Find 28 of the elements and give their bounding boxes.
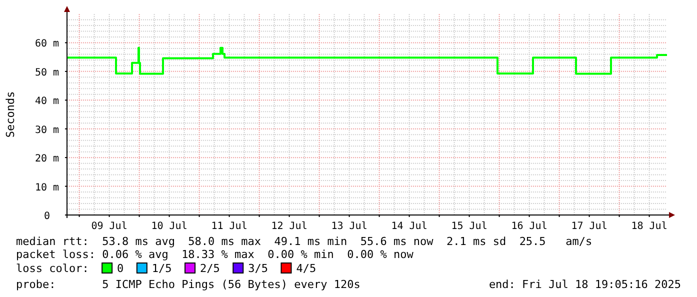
legend-label: 2/5: [200, 262, 220, 275]
y-tick-label: 40 m: [34, 96, 60, 108]
legend-label: 4/5: [296, 262, 316, 275]
y-tick-label: 50 m: [34, 67, 60, 78]
y-tick-label: 30 m: [34, 124, 60, 136]
legend-label: 1/5: [152, 262, 172, 275]
y-tick-label: 20 m: [34, 154, 60, 165]
y-tick-label: 0: [44, 211, 50, 222]
y-tick-label: 60 m: [34, 38, 60, 50]
x-tick-label: 14 Jul: [391, 221, 428, 232]
x-tick-label: 09 Jul: [91, 221, 128, 232]
text: probe: 5 ICMP Echo Pings (56 Bytes) every 120s: [16, 278, 360, 291]
text: end: Fri Jul 18 19:05:16 2025: [488, 278, 681, 291]
x-tick-label: 17 Jul: [571, 221, 608, 232]
legend-title: loss color:: [16, 262, 89, 275]
legend-label: 0: [117, 262, 124, 275]
x-tick-label: 12 Jul: [271, 221, 308, 232]
x-tick-label: 10 Jul: [151, 221, 188, 232]
y-tick-label: 10 m: [34, 182, 60, 194]
y-axis-title: Seconds: [4, 91, 17, 138]
x-tick-label: 18 Jul: [631, 221, 668, 232]
x-tick-label: 11 Jul: [211, 221, 248, 232]
text: median rtt: 53.8 ms avg 58.0 ms max 49.1 ms min 55.6 ms now 2.1 ms sd 25.5 am/s: [16, 235, 592, 248]
x-tick-label: 15 Jul: [451, 221, 488, 232]
legend-label: 3/5: [248, 262, 268, 275]
x-tick-label: 16 Jul: [511, 221, 548, 232]
text: packet loss: 0.06 % avg 18.33 % max 0.00 % min 0.00 % now: [16, 248, 414, 261]
x-tick-label: 13 Jul: [331, 221, 368, 232]
